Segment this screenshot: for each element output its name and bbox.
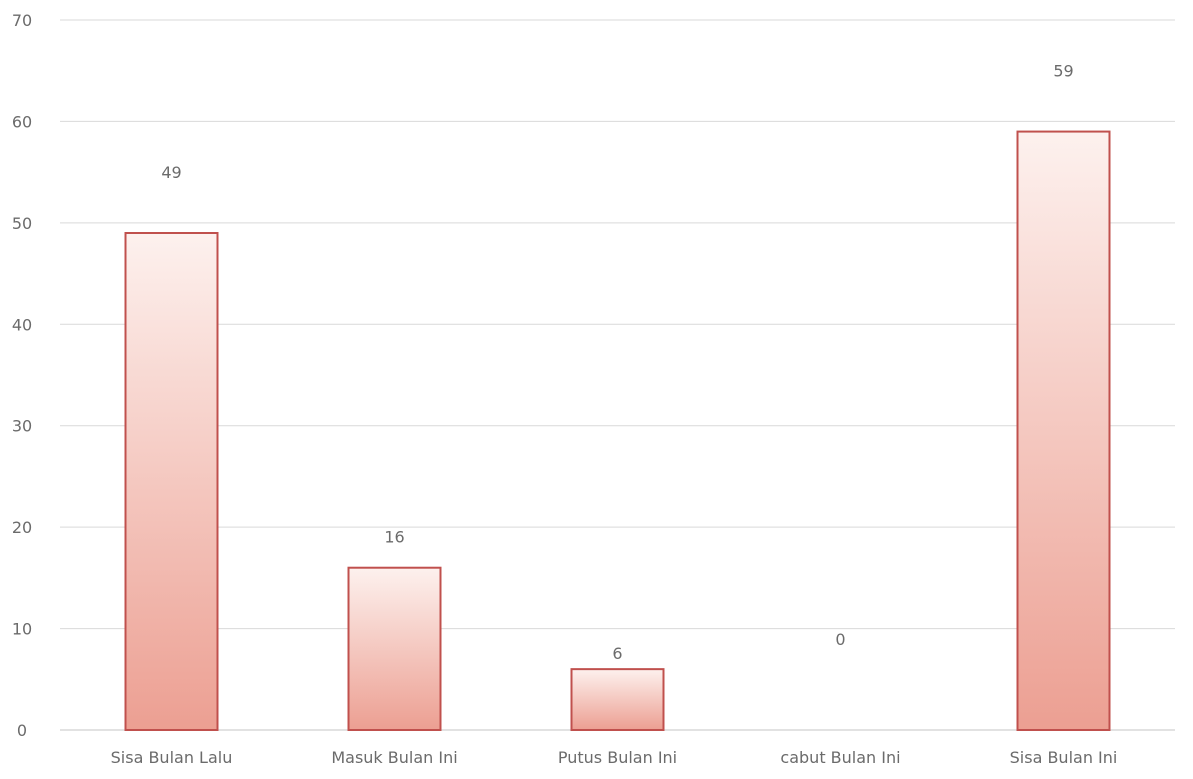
gridlines: [60, 19, 1175, 731]
y-tick-label: 0: [17, 721, 27, 740]
y-axis-ticks: 0 10 20 30 40 50 60 70: [12, 11, 32, 740]
y-tick-label: 50: [12, 214, 32, 233]
bars: [124, 130, 1111, 732]
y-tick-label: 20: [12, 518, 32, 537]
y-tick-label: 70: [12, 11, 32, 30]
x-category-label-4: Sisa Bulan Ini: [1010, 748, 1118, 767]
x-category-label-0: Sisa Bulan Lalu: [111, 748, 233, 767]
data-label-0: 49: [161, 163, 181, 182]
data-label-3: 0: [835, 630, 845, 649]
x-category-label-2: Putus Bulan Ini: [558, 748, 677, 767]
data-label-2: 6: [612, 644, 622, 663]
bar-1: [347, 566, 442, 732]
x-category-label-3: cabut Bulan Ini: [780, 748, 900, 767]
bar-4: [1016, 130, 1111, 732]
x-axis-labels: Sisa Bulan Lalu Masuk Bulan Ini Putus Bula…: [111, 748, 1118, 767]
data-labels: 49 16 6 0 59: [161, 62, 1073, 664]
data-label-1: 16: [384, 528, 404, 547]
y-tick-label: 10: [12, 620, 32, 639]
bar-0: [124, 232, 219, 731]
y-tick-label: 30: [12, 417, 32, 436]
y-tick-label: 40: [12, 315, 32, 334]
data-label-4: 59: [1053, 62, 1073, 81]
bar-2: [570, 668, 665, 732]
y-tick-label: 60: [12, 112, 32, 131]
x-category-label-1: Masuk Bulan Ini: [331, 748, 457, 767]
